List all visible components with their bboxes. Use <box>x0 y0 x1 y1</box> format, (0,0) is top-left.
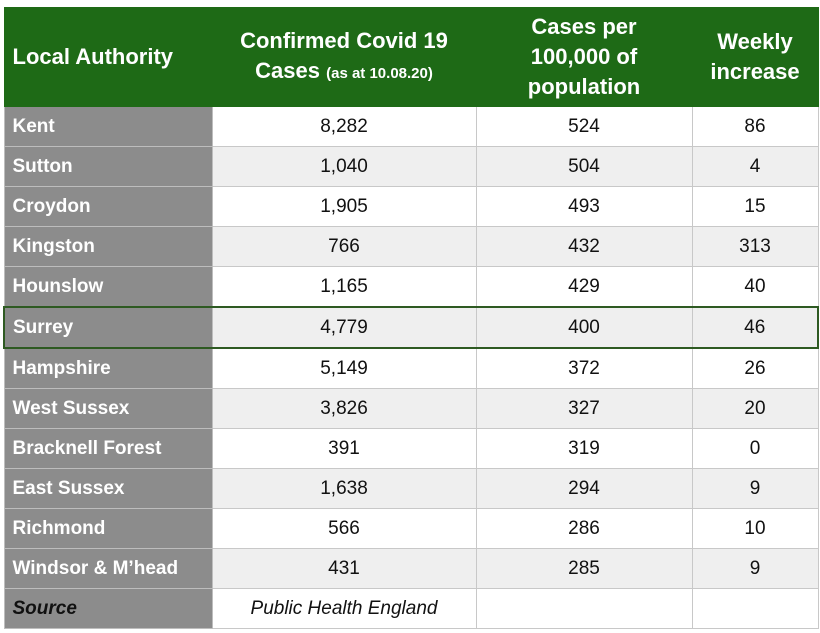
cell-cases-per-100k: 285 <box>475 548 693 589</box>
table-row: East Sussex 1,638 294 9 <box>3 468 819 509</box>
cell-confirmed-cases: 3,826 <box>211 388 477 429</box>
cell-weekly-increase: 313 <box>691 226 819 267</box>
cell-weekly-increase: 26 <box>691 347 819 389</box>
cell-weekly-increase: 9 <box>691 548 819 589</box>
cell-confirmed-cases: 1,165 <box>211 266 477 308</box>
cell-local-authority: Windsor & M’head <box>3 548 213 589</box>
cell-weekly-increase: 86 <box>691 106 819 147</box>
table-row: Surrey 4,779 400 46 <box>3 306 819 349</box>
cell-confirmed-cases: 8,282 <box>211 106 477 147</box>
table-row: Kingston 766 432 313 <box>3 226 819 267</box>
header-row: Local Authority Confirmed Covid 19 Cases… <box>3 7 819 107</box>
cell-cases-per-100k: 319 <box>475 428 693 469</box>
cell-confirmed-cases: 391 <box>211 428 477 469</box>
cell-local-authority: Surrey <box>3 306 213 349</box>
table-row: Richmond 566 286 10 <box>3 508 819 549</box>
cell-weekly-increase: 4 <box>691 146 819 187</box>
cell-confirmed-cases: 566 <box>211 508 477 549</box>
header-weekly-increase: Weekly increase <box>691 7 819 107</box>
table-body: Kent 8,282 524 86 Sutton 1,040 504 4 Croydon 1,90… <box>3 106 819 629</box>
source-value: Public Health England <box>211 588 477 629</box>
cell-cases-per-100k: 286 <box>475 508 693 549</box>
cell-cases-per-100k: 429 <box>475 266 693 308</box>
cell-local-authority: Kent <box>3 106 213 147</box>
table-row: Windsor & M’head 431 285 9 <box>3 548 819 589</box>
header-cases-per-100k-line3: population <box>527 74 641 99</box>
cell-weekly-increase: 40 <box>691 266 819 308</box>
header-cases-per-100k-line1: Cases per <box>531 14 637 39</box>
source-label: Source <box>3 588 213 629</box>
header-cases-per-100k-line2: 100,000 of <box>530 44 638 69</box>
cell-cases-per-100k: 294 <box>475 468 693 509</box>
table-row: Croydon 1,905 493 15 <box>3 186 819 227</box>
cell-weekly-increase: 9 <box>691 468 819 509</box>
cell-local-authority: Hampshire <box>3 347 213 389</box>
header-local-authority-label: Local Authority <box>12 44 174 69</box>
header-weekly-increase-line1: Weekly <box>717 29 793 54</box>
cell-cases-per-100k: 504 <box>475 146 693 187</box>
cell-local-authority: Kingston <box>3 226 213 267</box>
cell-local-authority: Bracknell Forest <box>3 428 213 469</box>
source-empty-cell-2 <box>691 588 819 629</box>
cell-weekly-increase: 0 <box>691 428 819 469</box>
cell-confirmed-cases: 766 <box>211 226 477 267</box>
table-row: Sutton 1,040 504 4 <box>3 146 819 187</box>
header-confirmed-cases-line1: Confirmed Covid 19 <box>240 27 448 53</box>
cell-local-authority: Richmond <box>3 508 213 549</box>
table-row: Kent 8,282 524 86 <box>3 106 819 147</box>
cell-weekly-increase: 46 <box>691 306 819 349</box>
cell-confirmed-cases: 431 <box>211 548 477 589</box>
header-confirmed-cases-date: (as at 10.08.20) <box>326 64 433 82</box>
cell-local-authority: Croydon <box>3 186 213 227</box>
cell-weekly-increase: 15 <box>691 186 819 227</box>
cell-confirmed-cases: 1,638 <box>211 468 477 509</box>
cell-local-authority: West Sussex <box>3 388 213 429</box>
cell-local-authority: Sutton <box>3 146 213 187</box>
header-local-authority: Local Authority <box>3 7 213 107</box>
table-row: Hounslow 1,165 429 40 <box>3 266 819 308</box>
cell-local-authority: East Sussex <box>3 468 213 509</box>
table-header: Local Authority Confirmed Covid 19 Cases… <box>3 7 819 107</box>
table-row: Bracknell Forest 391 319 0 <box>3 428 819 469</box>
cell-confirmed-cases: 4,779 <box>211 306 477 349</box>
source-row: Source Public Health England <box>3 588 819 629</box>
cell-confirmed-cases: 1,040 <box>211 146 477 187</box>
cell-cases-per-100k: 432 <box>475 226 693 267</box>
cell-confirmed-cases: 1,905 <box>211 186 477 227</box>
covid-cases-table: Local Authority Confirmed Covid 19 Cases… <box>3 7 819 629</box>
header-confirmed-cases-line2: Cases <box>255 57 320 83</box>
cell-cases-per-100k: 400 <box>475 306 693 349</box>
cell-cases-per-100k: 372 <box>475 347 693 389</box>
header-weekly-increase-line2: increase <box>710 59 800 84</box>
table-row: Hampshire 5,149 372 26 <box>3 347 819 389</box>
source-empty-cell-1 <box>475 588 693 629</box>
cell-cases-per-100k: 524 <box>475 106 693 147</box>
table-row: West Sussex 3,826 327 20 <box>3 388 819 429</box>
header-confirmed-cases: Confirmed Covid 19 Cases (as at 10.08.20… <box>211 7 477 107</box>
cell-confirmed-cases: 5,149 <box>211 347 477 389</box>
header-cases-per-100k: Cases per 100,000 of population <box>475 7 693 107</box>
cell-local-authority: Hounslow <box>3 266 213 308</box>
cell-cases-per-100k: 493 <box>475 186 693 227</box>
cell-weekly-increase: 10 <box>691 508 819 549</box>
cell-cases-per-100k: 327 <box>475 388 693 429</box>
cell-weekly-increase: 20 <box>691 388 819 429</box>
